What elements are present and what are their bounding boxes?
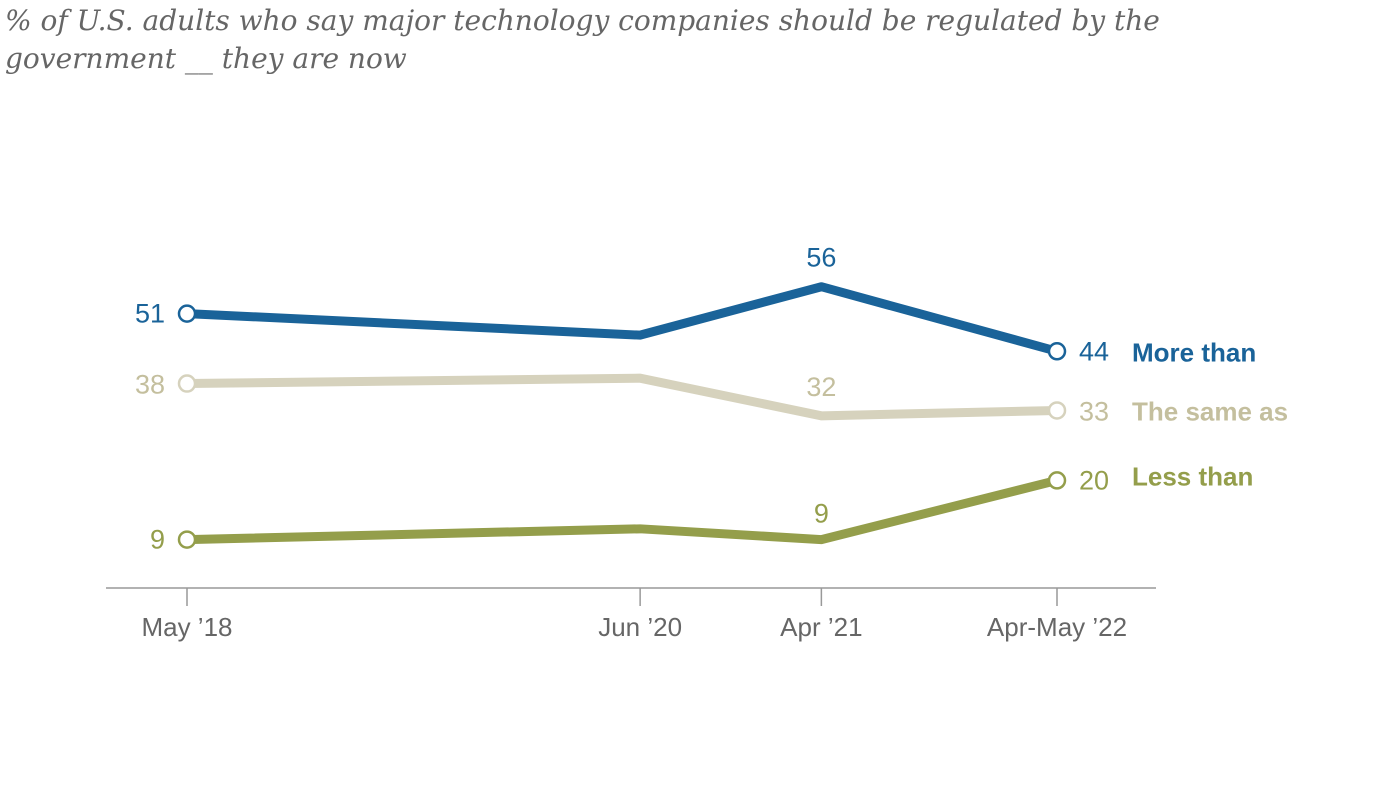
data-label: 20: [1079, 465, 1109, 495]
data-label: 44: [1079, 336, 1109, 366]
data-point-marker: [177, 304, 197, 323]
data-label: 32: [806, 372, 836, 402]
label-layer: 51 56 44 More than 38 32 33 The same as 9 9 20 Less…: [135, 243, 1288, 555]
data-point-marker: [1047, 471, 1067, 490]
series-name-label: Less than: [1132, 461, 1253, 491]
series-line: [182, 282, 1062, 356]
series-more-than: [177, 282, 1067, 361]
x-tick-label: Apr-May ’22: [987, 612, 1127, 642]
data-label: 9: [150, 525, 165, 555]
x-axis: May ’18 Jun ’20 Apr ’21 Apr-May ’22: [106, 587, 1156, 642]
series-the-same-as: [177, 373, 1067, 421]
data-point-marker: [1047, 401, 1067, 420]
data-point-marker: [1047, 342, 1067, 361]
data-label: 38: [135, 370, 165, 400]
data-label: 33: [1079, 396, 1109, 426]
series-name-label: The same as: [1132, 396, 1288, 426]
data-label: 9: [814, 499, 829, 529]
x-tick-label: May ’18: [141, 612, 232, 642]
x-tick-label: Jun ’20: [598, 612, 682, 642]
series-line: [182, 475, 1062, 545]
data-point-marker: [177, 530, 197, 549]
series-line: [182, 373, 1062, 421]
data-point-marker: [177, 374, 197, 393]
data-label: 56: [806, 243, 836, 273]
series-less-than: [177, 471, 1067, 549]
series-name-label: More than: [1132, 337, 1256, 367]
x-tick-label: Apr ’21: [780, 612, 862, 642]
data-label: 51: [135, 299, 165, 329]
chart-subtitle: % of U.S. adults who say major technolog…: [5, 4, 1160, 75]
series-layer: [177, 282, 1067, 549]
